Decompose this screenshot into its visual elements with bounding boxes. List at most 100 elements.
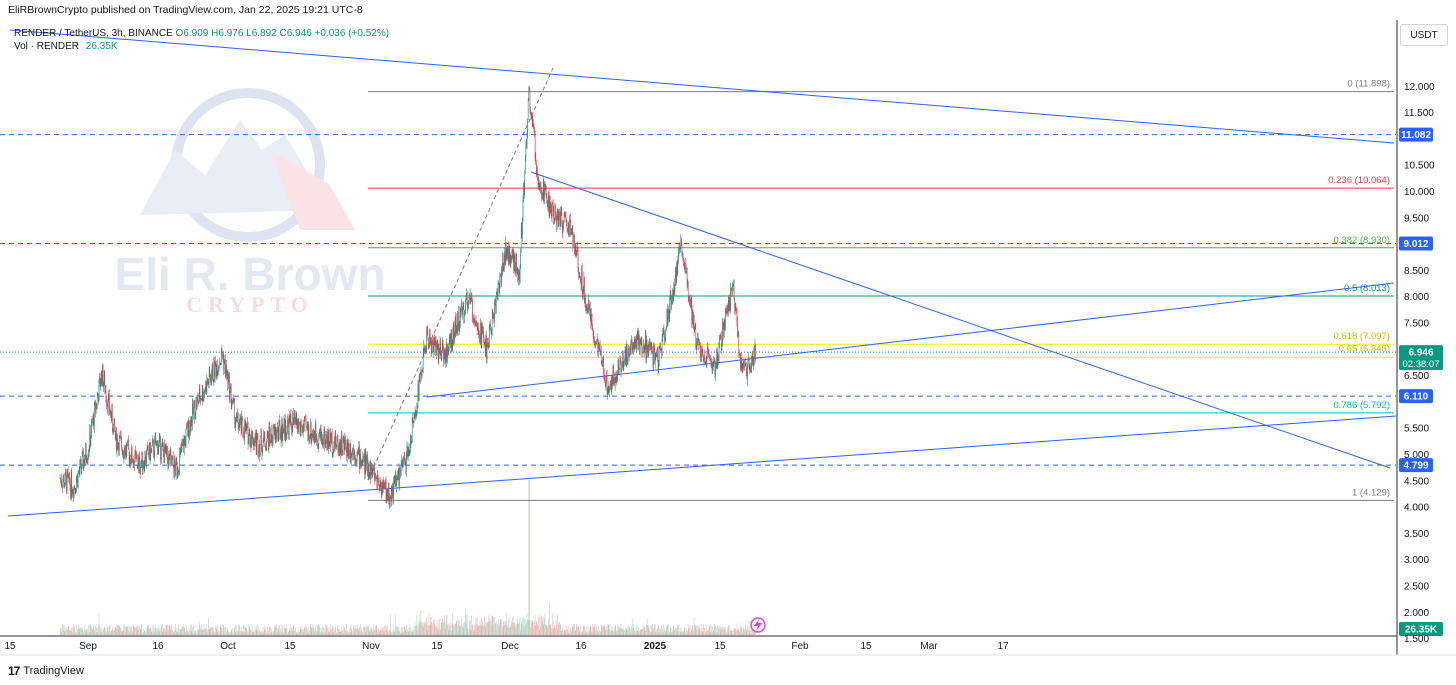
volume-bar bbox=[711, 632, 713, 635]
candle-body bbox=[700, 345, 701, 357]
volume-bar bbox=[703, 624, 704, 635]
candle-body bbox=[61, 483, 63, 486]
candle-body bbox=[262, 446, 263, 454]
candle-body bbox=[244, 423, 245, 440]
volume-bar bbox=[516, 618, 518, 635]
volume-bar bbox=[207, 631, 208, 635]
candle-body bbox=[551, 209, 552, 218]
candle-body bbox=[425, 346, 426, 352]
volume-bar bbox=[400, 632, 402, 635]
volume-bar bbox=[734, 627, 735, 635]
volume-bar bbox=[109, 625, 110, 635]
candle-body bbox=[263, 431, 264, 441]
volume-bar bbox=[556, 624, 557, 635]
volume-bar bbox=[176, 632, 177, 635]
candle-body bbox=[729, 297, 730, 311]
volume-legend[interactable]: Vol · RENDER 26.35K bbox=[14, 41, 118, 52]
candle-body bbox=[599, 343, 600, 351]
candle-body bbox=[254, 439, 256, 446]
candle-body bbox=[214, 360, 215, 379]
volume-bar bbox=[667, 625, 668, 635]
volume-bar bbox=[509, 625, 511, 635]
volume-bar bbox=[275, 625, 277, 635]
candle-body bbox=[287, 420, 289, 424]
volume-bar bbox=[199, 624, 201, 635]
candle-body bbox=[561, 210, 563, 224]
current-price-label: 6.946 bbox=[1408, 348, 1433, 359]
candle-body bbox=[753, 358, 755, 365]
volume-bar bbox=[369, 629, 370, 635]
candle-body bbox=[61, 478, 62, 484]
trendlines[interactable] bbox=[7, 29, 1397, 633]
volume-bar bbox=[549, 624, 551, 635]
candle-body bbox=[556, 212, 558, 227]
volume-bar bbox=[356, 624, 358, 635]
volume-bar bbox=[243, 632, 245, 635]
candle-body bbox=[374, 474, 376, 482]
time-tick-label: 16 bbox=[575, 641, 587, 652]
fibonacci-levels[interactable]: 0 (11.898)0.236 (10.064)0.382 (8.930)0.5… bbox=[368, 79, 1394, 501]
tradingview-footer[interactable]: 17 TradingView bbox=[8, 664, 84, 678]
volume-bar bbox=[334, 624, 336, 635]
candle-body bbox=[254, 439, 255, 446]
candle-body bbox=[338, 448, 339, 452]
candle-body bbox=[725, 309, 726, 329]
candle-body bbox=[291, 423, 292, 431]
candle-body bbox=[261, 451, 263, 454]
volume-bar bbox=[454, 623, 456, 635]
volume-bar bbox=[162, 631, 164, 635]
volume-bar bbox=[566, 629, 568, 635]
currency-button[interactable]: USDT bbox=[1400, 24, 1448, 46]
candle-body bbox=[541, 192, 543, 196]
candle-body bbox=[445, 349, 447, 363]
candle-body bbox=[290, 414, 292, 424]
candle-body bbox=[328, 431, 330, 444]
volume-bar bbox=[81, 629, 83, 635]
candle-body bbox=[316, 437, 317, 440]
volume-bar bbox=[456, 620, 457, 635]
candle-body bbox=[732, 286, 733, 295]
volume-bar bbox=[100, 631, 101, 635]
volume-bar bbox=[476, 623, 477, 635]
volume-bar bbox=[108, 626, 109, 635]
candle-body bbox=[718, 343, 720, 362]
candle-body bbox=[255, 433, 256, 440]
candle-body bbox=[625, 349, 626, 362]
candle-body bbox=[291, 430, 293, 433]
volume-bar bbox=[586, 626, 588, 635]
volume-bar bbox=[615, 624, 617, 635]
price-tick-label: 9.500 bbox=[1404, 213, 1429, 224]
candle-body bbox=[541, 190, 542, 196]
candle-body bbox=[390, 498, 391, 502]
volume-bar bbox=[647, 624, 648, 635]
volume-bar bbox=[116, 624, 118, 635]
candle-body bbox=[183, 439, 184, 452]
volume-bar bbox=[287, 631, 289, 635]
candle-body bbox=[341, 436, 342, 455]
candle-body bbox=[736, 309, 737, 311]
volume-bar bbox=[446, 615, 448, 635]
candle-body bbox=[345, 443, 347, 452]
candle-body bbox=[693, 315, 694, 326]
volume-bar bbox=[114, 626, 116, 635]
volume-bar bbox=[664, 628, 665, 635]
candle-body bbox=[199, 389, 201, 402]
volume-bar bbox=[280, 631, 282, 635]
volume-bar bbox=[328, 632, 330, 635]
candle-body bbox=[645, 336, 647, 360]
candle-body bbox=[168, 454, 170, 456]
candle-body bbox=[444, 351, 445, 359]
candle-body bbox=[722, 322, 723, 345]
candle-body bbox=[591, 313, 593, 329]
candle-body bbox=[306, 426, 307, 428]
candle-body bbox=[436, 342, 438, 355]
candle-body bbox=[647, 350, 649, 356]
symbol-legend[interactable]: RENDER / TetherUS, 3h, BINANCE O6.909 H6… bbox=[14, 28, 389, 39]
candle-body bbox=[77, 475, 78, 487]
volume-bar bbox=[372, 631, 373, 635]
volume-bar bbox=[330, 628, 332, 635]
candle-body bbox=[660, 348, 662, 350]
candle-body bbox=[580, 281, 582, 286]
